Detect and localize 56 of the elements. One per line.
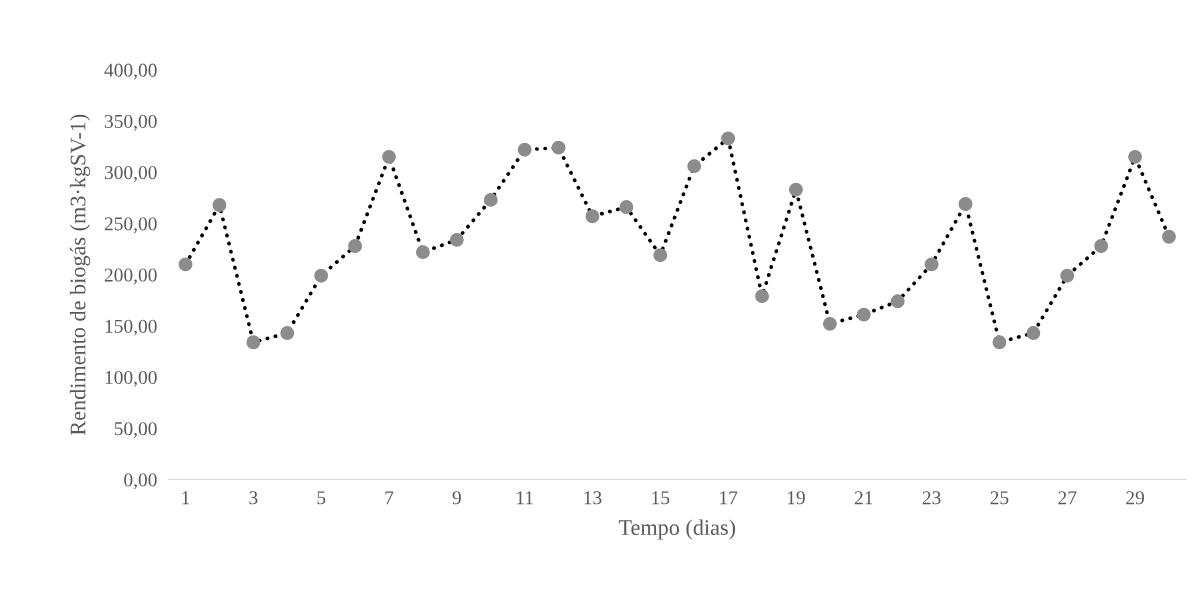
x-tick-label: 19 <box>787 491 805 505</box>
point <box>653 248 668 263</box>
point <box>280 326 295 340</box>
x-tick-label: 1 <box>182 491 190 505</box>
y-tick-label: 0,00 <box>124 473 157 490</box>
point <box>721 131 736 146</box>
point <box>178 257 193 272</box>
x-tick-label: 15 <box>652 491 670 505</box>
x-tick-label: 11 <box>517 491 533 505</box>
x-tick-label: 29 <box>1126 491 1144 505</box>
y-tick-label: 200,00 <box>104 268 157 285</box>
x-tick-label: 25 <box>990 491 1009 505</box>
point <box>246 335 261 350</box>
y-tick-label: 250,00 <box>104 217 157 234</box>
x-tick-label: 17 <box>720 491 738 505</box>
y-tick-label: 150,00 <box>105 319 157 336</box>
point <box>449 232 464 247</box>
point <box>517 142 532 157</box>
point <box>890 294 905 309</box>
point <box>382 149 396 164</box>
point <box>992 335 1007 350</box>
x-tick-label: 13 <box>584 491 602 505</box>
y-tick-label: 50,00 <box>114 422 157 439</box>
point <box>212 198 227 212</box>
point <box>958 197 973 211</box>
y-axis-title: Rendimento de biogás (m3·kgSV-1) <box>69 114 91 436</box>
point <box>822 316 837 331</box>
point <box>1162 229 1176 244</box>
x-axis-title: Tempo (dias) <box>618 519 736 540</box>
point <box>687 159 702 174</box>
point <box>1026 326 1041 340</box>
point <box>924 257 939 272</box>
point <box>1094 239 1109 253</box>
point <box>314 268 329 283</box>
x-tick-label: 7 <box>385 491 394 505</box>
point <box>755 289 769 304</box>
x-tick-label: 3 <box>249 491 258 505</box>
point <box>551 140 566 155</box>
y-tick-label: 350,00 <box>104 114 157 131</box>
point <box>619 200 634 215</box>
y-tick-label: 300,00 <box>104 166 157 182</box>
point <box>483 192 498 207</box>
point <box>1060 268 1075 283</box>
point <box>788 182 803 197</box>
x-tick-label: 9 <box>452 491 461 505</box>
point <box>348 239 363 253</box>
x-tick-label: 21 <box>854 491 873 505</box>
point <box>856 307 871 322</box>
x-tick-label: 27 <box>1058 491 1077 505</box>
point <box>415 245 430 260</box>
x-tick-label: 23 <box>922 491 941 505</box>
point <box>585 209 600 224</box>
point <box>1128 149 1143 164</box>
y-tick-label: 100,00 <box>105 370 157 387</box>
x-tick-label: 5 <box>317 491 326 505</box>
y-tick-label: 400,00 <box>104 63 157 80</box>
